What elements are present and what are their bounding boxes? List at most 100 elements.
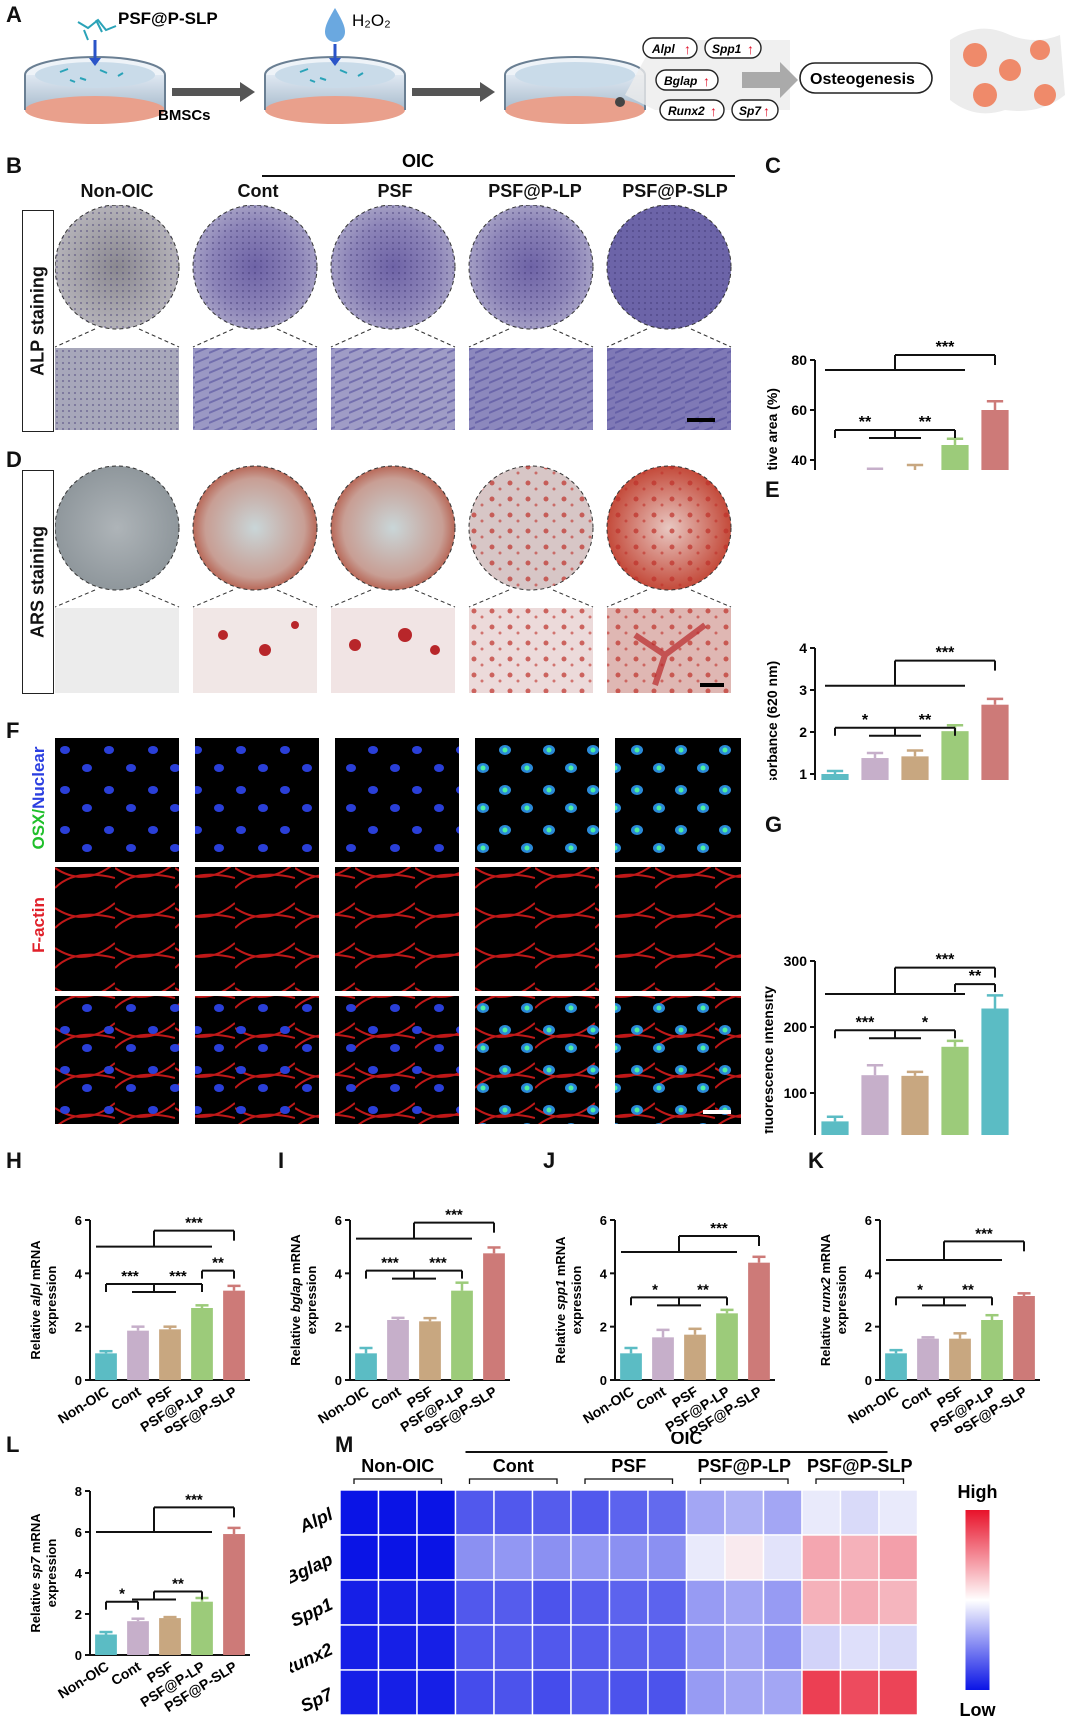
y-tick-label: 80 [791, 352, 807, 368]
heatmap-cell [454, 1489, 495, 1536]
y-tick-label: 0 [75, 1648, 82, 1663]
sig-marker: *** [975, 1225, 993, 1242]
heatmap-cell [377, 1534, 418, 1581]
bar [716, 1313, 738, 1380]
y-tick-label: 6 [75, 1525, 82, 1540]
y-axis-label-gene: sp7 [28, 1556, 43, 1579]
gene-label-alpl: Alpl [651, 42, 675, 56]
heatmap-group-bracket [815, 1478, 905, 1484]
heatmap-cell [339, 1489, 380, 1536]
heatmap-cell [531, 1669, 572, 1716]
y-tick-label: 3 [799, 682, 807, 698]
heatmap-cell [570, 1489, 611, 1536]
heatmap-cell [377, 1579, 418, 1626]
panel-label-c: C [765, 153, 781, 178]
bar [483, 1253, 505, 1380]
y-tick-label: 300 [784, 953, 808, 969]
y-axis-label-part: mRNA [28, 1240, 43, 1284]
chart-m: OIC Non-OIC Cont PSF PSF@P-LP PSF@P-SLP Alpl Bg… [290, 1432, 998, 1720]
petri-dish-3 [504, 56, 646, 124]
heatmap-cell [801, 1489, 842, 1536]
heatmap-cell [493, 1534, 534, 1581]
heatmap-cell [647, 1624, 688, 1671]
bar [748, 1262, 770, 1380]
chart-e: 01234Absorbance (620 nm)Non-OICContPSFPS… [765, 640, 1009, 780]
gene-label-spp1: Spp1 [712, 42, 742, 56]
heatmap-cell [339, 1579, 380, 1626]
y-tick-label: 6 [600, 1213, 607, 1228]
heatmap-cell [416, 1489, 457, 1536]
y-tick-label: 2 [865, 1320, 872, 1335]
x-tick-label: Cont [898, 1383, 934, 1414]
group-label-nonoic: Non-OIC [80, 181, 154, 201]
panel-label-m: M [335, 1432, 354, 1457]
chart-g: 0100200300OSX meanfluorescence intensity… [765, 952, 1009, 1135]
heatmap-cell [647, 1489, 688, 1536]
gene-box-alpl: Alpl ↑ [642, 37, 698, 59]
heatmap-cell [762, 1579, 803, 1626]
heatmap-cell [839, 1669, 880, 1716]
heatmap-cell [878, 1624, 919, 1671]
panel-label-k: K [808, 1148, 824, 1173]
sig-marker: *** [710, 1220, 728, 1237]
x-tick-label: Non-OIC [315, 1383, 372, 1427]
heatmap-group-label: PSF@P-SLP [807, 1456, 913, 1476]
y-tick-label: 2 [75, 1607, 82, 1622]
bar [981, 410, 1009, 470]
y-tick-label: 40 [791, 452, 807, 468]
y-axis-label-gene: alpl [28, 1283, 43, 1306]
heatmap-row-label: Bglap [290, 1549, 336, 1588]
x-tick-label: Cont [108, 1658, 144, 1689]
y-tick-label: 6 [75, 1213, 82, 1228]
heatmap-cell [878, 1669, 919, 1716]
heatmap-cell [839, 1489, 880, 1536]
droplet-icon [325, 8, 345, 66]
y-tick-label: 0 [865, 1373, 872, 1388]
heatmap-cell [878, 1489, 919, 1536]
y-axis-label-line2: expression [834, 1266, 849, 1335]
chart-c: 020406080ALP-positive area (%)Non-OICCon… [765, 339, 1009, 470]
heatmap-cell [762, 1669, 803, 1716]
y-tick-label: 0 [75, 1373, 82, 1388]
heatmap-cell [647, 1534, 688, 1581]
bar [981, 1320, 1003, 1380]
panel-label-e: E [765, 477, 780, 502]
heatmap-cell [608, 1669, 649, 1716]
panel-label-f: F [6, 718, 20, 743]
staining-image-grid [55, 205, 732, 693]
panel-label-a: A [6, 2, 22, 27]
gene-box-spp1: Spp1 ↑ [704, 37, 762, 59]
y-tick-label: 200 [784, 1019, 808, 1035]
petri-dish-2 [264, 56, 406, 124]
heatmap-cell [493, 1669, 534, 1716]
heatmap-row-label: Alpl [296, 1504, 337, 1537]
heatmap-cell [570, 1624, 611, 1671]
bone-cells-icon [950, 28, 1065, 114]
panel-label-b: B [6, 153, 22, 178]
gene-box-bglap: Bglap ↑ [655, 69, 719, 91]
heatmap-group-bracket [584, 1478, 674, 1484]
gene-label-runx2: Runx2 [668, 104, 705, 118]
bar [901, 1075, 929, 1135]
fluorescence-grid [55, 738, 741, 1124]
heatmap-cell [685, 1669, 726, 1716]
heatmap-cell [685, 1534, 726, 1581]
fluor-row-merge [55, 996, 741, 1124]
sig-marker: ** [969, 968, 982, 985]
bar [917, 1338, 939, 1380]
y-axis-label-line1: Relative bglap mRNA [288, 1234, 303, 1366]
bar [620, 1353, 642, 1380]
fluor-row-factin [55, 867, 741, 991]
sig-marker: *** [445, 1207, 463, 1224]
heatmap-cell [724, 1534, 765, 1581]
alp-staining-label-box: ALP staining [22, 210, 54, 432]
heatmap-cell [724, 1624, 765, 1671]
sig-marker: * [917, 1281, 923, 1298]
y-axis-label-part: Relative [553, 1310, 568, 1363]
heatmap-cell [608, 1624, 649, 1671]
heatmap-oic-label: OIC [670, 1432, 702, 1448]
y-tick-label: 4 [75, 1566, 83, 1581]
fluor-row1-label-nuclear: Nuclear [29, 746, 48, 809]
heatmap-cell [762, 1624, 803, 1671]
